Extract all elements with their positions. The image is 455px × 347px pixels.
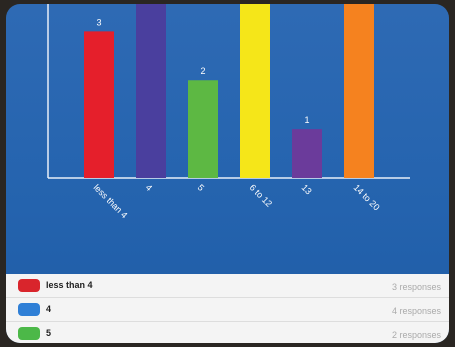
chart: 3 less than 4 4 2 5 6 to 12 1 13 14 to 20 [47, 4, 410, 220]
legend-swatch [18, 303, 40, 316]
legend-row: 4 4 responses [6, 298, 449, 322]
legend-swatch [18, 279, 40, 292]
bar [292, 129, 322, 178]
response-count: 3 responses [391, 282, 441, 292]
legend-swatch [18, 327, 40, 340]
legend-label: less than 4 [46, 280, 93, 290]
x-tick-label: 4 [144, 182, 155, 193]
legend-row: less than 4 3 responses [6, 274, 449, 298]
x-tick-label: 6 to 12 [248, 182, 275, 209]
bar [136, 4, 166, 178]
bar [344, 4, 374, 178]
x-tick-label: 14 to 20 [352, 182, 382, 212]
legend-label: 4 [46, 304, 52, 314]
response-count: 4 responses [391, 306, 441, 316]
screen: 3 less than 4 4 2 5 6 to 12 1 13 14 to 20 less t… [6, 4, 449, 343]
x-tick-label: 13 [300, 182, 314, 196]
legend-row: 5 2 responses [6, 322, 449, 343]
legend: less than 4 3 responses 4 4 responses 5 2 res… [6, 274, 449, 343]
bar [240, 4, 270, 178]
value-label: 1 [304, 115, 309, 125]
value-label: 2 [200, 66, 205, 76]
value-label: 3 [96, 17, 101, 27]
x-tick-label: 5 [196, 182, 207, 193]
x-tick-label: less than 4 [92, 182, 130, 220]
bar [84, 31, 114, 178]
bar [188, 80, 218, 178]
legend-label: 5 [46, 328, 52, 338]
response-count: 2 responses [391, 330, 441, 340]
